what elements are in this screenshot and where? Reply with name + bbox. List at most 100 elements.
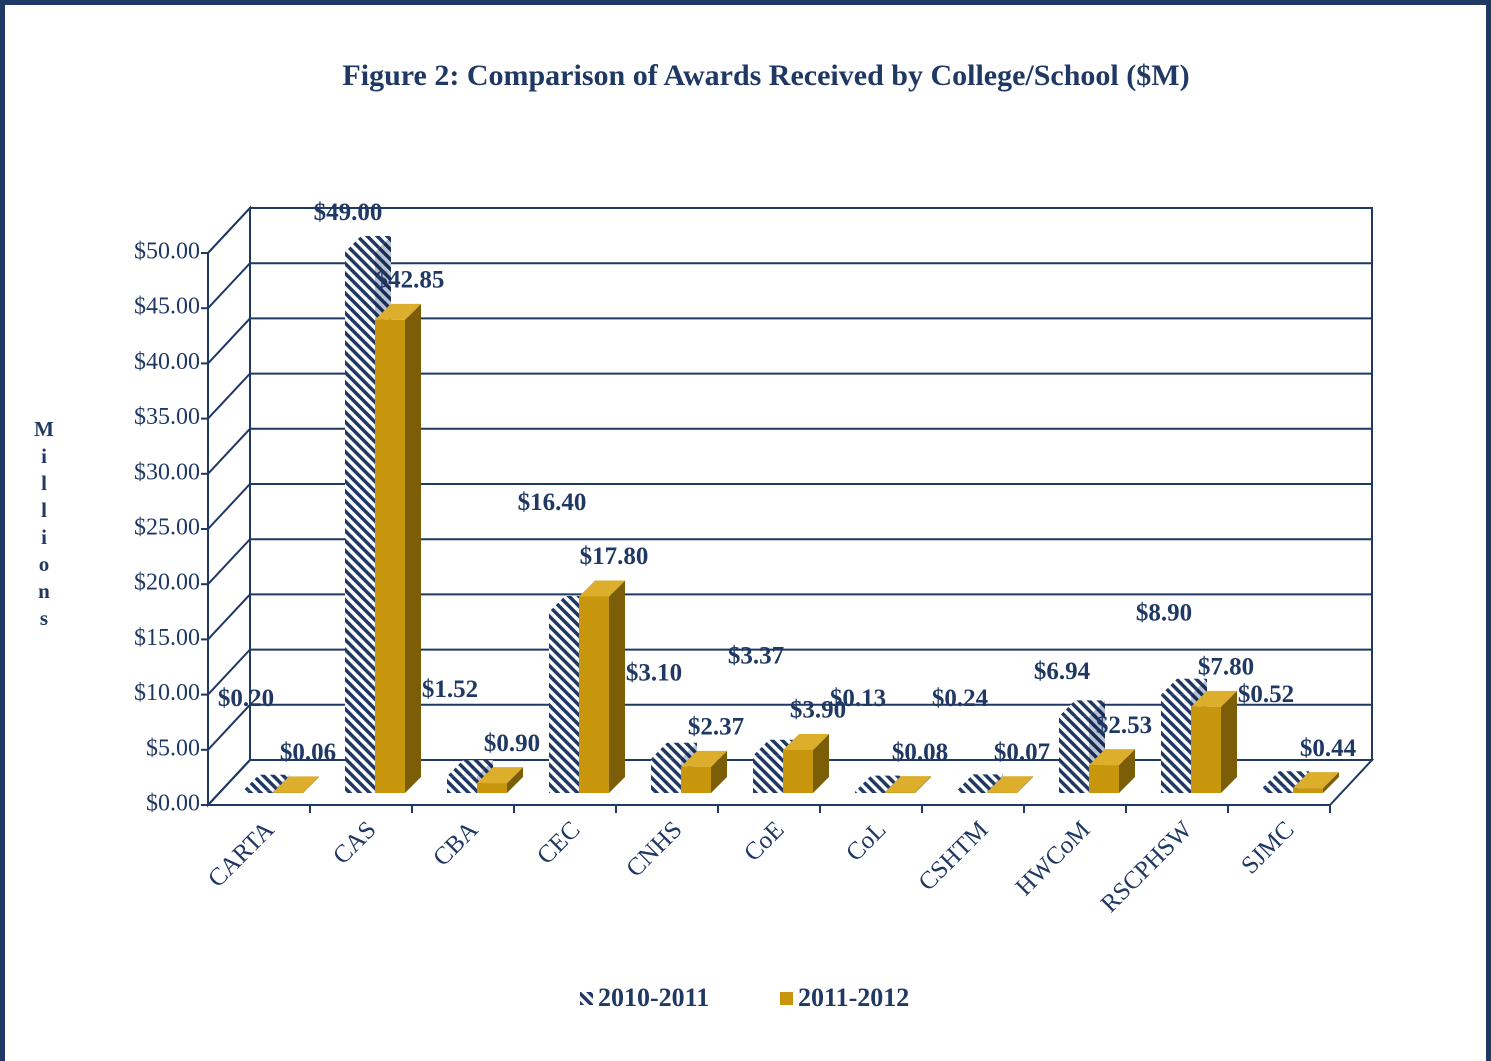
- bar: [1089, 749, 1135, 793]
- grid-line: [207, 759, 1372, 806]
- bar-top: [375, 303, 421, 320]
- bar-front: [855, 791, 885, 793]
- x-tick-label: CEC: [532, 816, 585, 869]
- y-tick-label: $15.00: [134, 625, 200, 651]
- bar-side: [1119, 749, 1135, 793]
- bar-top: [885, 776, 931, 793]
- value-label: $0.24: [932, 685, 989, 712]
- value-label: $16.40: [518, 489, 587, 516]
- bar-front: [1089, 765, 1119, 793]
- bar-top: [1059, 700, 1105, 717]
- value-label: $0.06: [280, 739, 336, 766]
- x-tick-label: CSHTM: [914, 816, 994, 896]
- bar-side: [1017, 776, 1033, 793]
- bar-top: [681, 750, 727, 767]
- x-tick-label: CAS: [328, 816, 381, 869]
- value-label: $1.52: [422, 676, 478, 703]
- bar: [375, 303, 421, 793]
- grid-line: [207, 372, 1372, 420]
- grid-line: [207, 483, 1372, 530]
- bar-top: [987, 776, 1033, 793]
- bar-top: [957, 774, 1003, 791]
- value-label: $3.10: [626, 660, 682, 687]
- value-label: $0.07: [994, 739, 1050, 766]
- grid-line: [207, 648, 1372, 696]
- bar-side: [813, 733, 829, 793]
- value-label: $0.44: [1300, 735, 1357, 762]
- value-label: $0.90: [484, 730, 540, 757]
- y-tick-label: $25.00: [134, 515, 200, 541]
- bar-front: [987, 792, 1017, 793]
- bar-side: [1221, 690, 1237, 793]
- x-tick-label: CBA: [428, 816, 483, 871]
- bar-side: [303, 776, 319, 793]
- bar-top: [447, 760, 493, 777]
- bar-top: [1089, 749, 1135, 766]
- y-tick-label: $30.00: [134, 459, 200, 485]
- bar-front: [243, 790, 273, 793]
- legend-swatch: [780, 992, 793, 1005]
- bar-side: [915, 776, 931, 793]
- x-tick-label: CoE: [739, 816, 790, 867]
- bar-top: [273, 776, 319, 793]
- y-axis-label: Millions: [32, 417, 56, 633]
- bar-front: [1263, 787, 1293, 793]
- y-tick-label: $10.00: [134, 680, 200, 706]
- legend-label: 2011-2012: [798, 983, 909, 1012]
- y-tick-label: $35.00: [134, 404, 200, 430]
- bar-side: [1323, 772, 1339, 793]
- x-tick-label: HWCoM: [1011, 816, 1096, 901]
- legend-swatch: [580, 992, 593, 1005]
- value-label: $17.80: [580, 543, 649, 570]
- x-tick-label: CARTA: [203, 816, 280, 893]
- y-tick-label: $45.00: [134, 294, 200, 320]
- value-label: $3.37: [728, 643, 784, 670]
- bar-front: [1191, 706, 1221, 793]
- grid-line: [207, 703, 1372, 751]
- bar-top: [1293, 772, 1339, 789]
- value-label: $7.80: [1198, 654, 1254, 681]
- bar-top: [345, 236, 391, 253]
- x-tick-label: RSCPHSW: [1096, 816, 1198, 918]
- bar: [987, 776, 1033, 793]
- bar-front: [447, 776, 477, 793]
- grid-line: [207, 262, 1372, 309]
- value-label: $6.94: [1034, 658, 1091, 685]
- value-label: $0.13: [830, 685, 886, 712]
- bar-top: [651, 742, 697, 759]
- bar-top: [243, 774, 289, 791]
- bar-top: [477, 767, 523, 784]
- y-tick-label: $0.00: [146, 791, 200, 817]
- bar-front: [375, 319, 405, 793]
- bar-front: [1161, 694, 1191, 793]
- value-label: $0.20: [218, 685, 274, 712]
- bar-front: [885, 792, 915, 793]
- bar-top: [1263, 771, 1309, 788]
- bar: [681, 750, 727, 793]
- x-tick-label: CNHS: [621, 816, 687, 882]
- y-tick-label: $20.00: [134, 570, 200, 596]
- y-tick-label: $50.00: [134, 239, 200, 265]
- bar-front: [957, 790, 987, 793]
- bar-side: [711, 750, 727, 793]
- y-tick-label: $5.00: [146, 735, 200, 761]
- y-tick-label: $40.00: [134, 349, 200, 375]
- bar-top: [1161, 678, 1207, 695]
- bar: [783, 733, 829, 793]
- x-tick-label: CoL: [841, 816, 892, 867]
- value-label: $0.52: [1238, 681, 1294, 708]
- grid-line: [207, 593, 1372, 641]
- grid-line: [207, 427, 1372, 475]
- bar-front: [681, 766, 711, 793]
- value-label: $42.85: [376, 267, 445, 294]
- bar-side: [405, 303, 421, 793]
- bar-front: [1293, 788, 1323, 793]
- bar: [273, 776, 319, 793]
- bar: [1293, 772, 1339, 793]
- value-label: $2.37: [688, 714, 744, 741]
- bar-top: [1191, 690, 1237, 707]
- grid-line: [207, 207, 1372, 254]
- bar-front: [753, 755, 783, 793]
- bar-front: [783, 749, 813, 793]
